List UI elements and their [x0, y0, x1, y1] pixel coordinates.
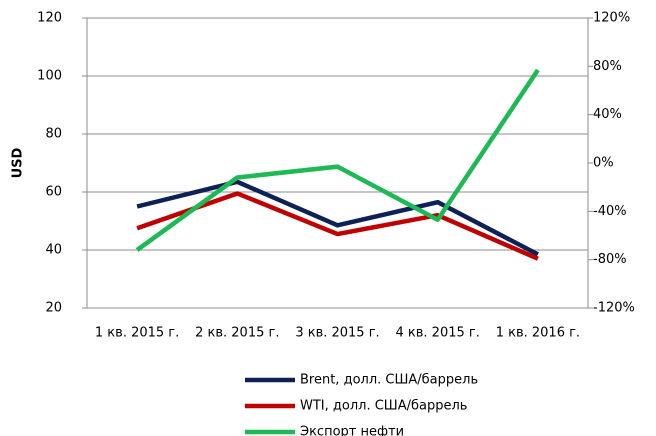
- y2-tick-label: 40%: [593, 107, 622, 122]
- y-tick-label: 100: [37, 69, 62, 84]
- y-tick-label: 40: [45, 243, 62, 258]
- y2-tick-label: 80%: [593, 59, 622, 74]
- x-tick-label: 4 кв. 2015 г.: [396, 326, 480, 341]
- line: [136, 179, 539, 257]
- x-tick-label: 1 кв. 2015 г.: [95, 326, 179, 341]
- y2-tick-label: -40%: [593, 204, 627, 219]
- y-tick-label: 120: [37, 11, 62, 26]
- legend-label: Brent, долл. США/баррель: [300, 373, 478, 388]
- y2-tick-label: -120%: [593, 301, 635, 316]
- line: [135, 68, 540, 252]
- y-tick-label: 60: [45, 185, 62, 200]
- line: [136, 191, 539, 261]
- y2-tick-label: 120%: [593, 11, 630, 26]
- x-tick-label: 1 кв. 2016 г.: [496, 326, 580, 341]
- x-tick-label: 2 кв. 2015 г.: [195, 326, 279, 341]
- y-tick-label: 80: [45, 127, 62, 142]
- legend-label: WTI, долл. США/баррель: [300, 399, 467, 414]
- y-tick-label: 20: [45, 301, 62, 316]
- y2-tick-label: 0%: [593, 156, 614, 171]
- legend-label: Экспорт нефти: [300, 425, 404, 436]
- y2-tick-label: -80%: [593, 252, 627, 267]
- x-tick-label: 3 кв. 2015 г.: [295, 326, 379, 341]
- y-axis-label: USD: [11, 147, 26, 178]
